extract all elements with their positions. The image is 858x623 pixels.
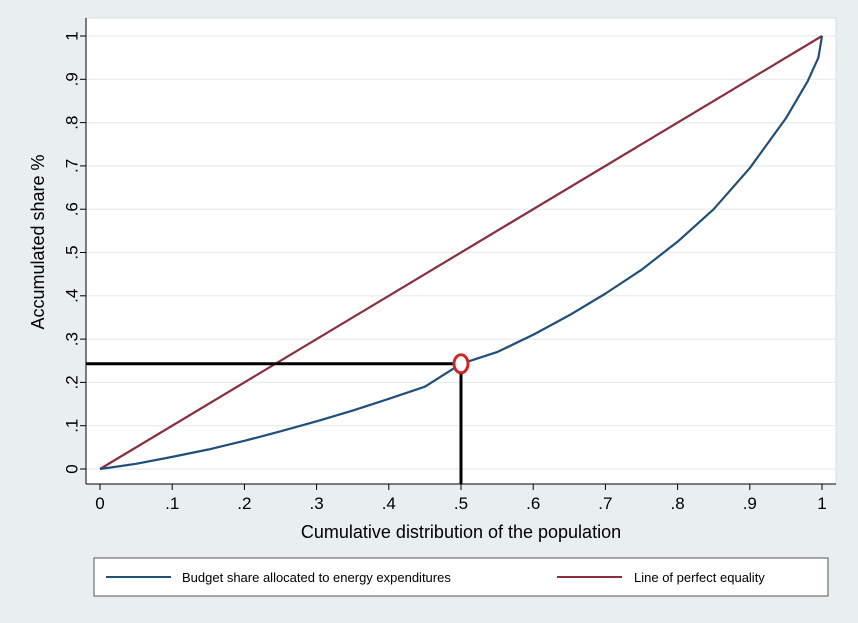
x-axis-title: Cumulative distribution of the populatio… xyxy=(301,522,621,542)
x-tick-label: .1 xyxy=(165,494,179,513)
y-tick-label: .9 xyxy=(63,72,82,86)
y-tick-label: 0 xyxy=(63,464,82,473)
y-tick-label: 1 xyxy=(63,31,82,40)
x-tick-label: .6 xyxy=(526,494,540,513)
series-line-perfect-equality xyxy=(99,35,823,470)
y-tick-label: .6 xyxy=(63,202,82,216)
legend-box xyxy=(93,557,829,597)
x-tick-label: .5 xyxy=(454,494,468,513)
y-tick-label: .4 xyxy=(63,289,82,303)
x-tick-label: .3 xyxy=(310,494,324,513)
y-tick-label: .8 xyxy=(63,116,82,130)
x-tick-label: 0 xyxy=(95,494,104,513)
x-tick-label: .2 xyxy=(237,494,251,513)
legend: Budget share allocated to energy expendi… xyxy=(93,557,829,597)
y-tick-label: .3 xyxy=(63,332,82,346)
y-tick-label: .1 xyxy=(63,419,82,433)
x-tick-label: .4 xyxy=(382,494,396,513)
y-tick-label: .7 xyxy=(63,159,82,173)
y-axis-title: Accumulated share % xyxy=(28,154,48,329)
y-tick-label: .2 xyxy=(63,375,82,389)
x-tick-label: .9 xyxy=(743,494,757,513)
x-tick-label: .7 xyxy=(598,494,612,513)
x-tick-label: .8 xyxy=(671,494,685,513)
highlight-marker xyxy=(452,353,470,375)
series-lines xyxy=(99,35,824,471)
series-line-energy-share xyxy=(99,35,824,471)
legend-label-energy-share: Budget share allocated to energy expendi… xyxy=(182,570,451,585)
axes: 0 .1 .2 .3 .4 .5 .6 .7 .8 .9 1 0 .1 .2 .3 .4 .5 .6 .7 .8 .9 1 xyxy=(63,18,836,513)
annotations xyxy=(86,353,470,484)
y-tick-label: .5 xyxy=(63,245,82,259)
x-tick-label: 1 xyxy=(817,494,826,513)
legend-label-perfect-equality: Line of perfect equality xyxy=(634,570,765,585)
